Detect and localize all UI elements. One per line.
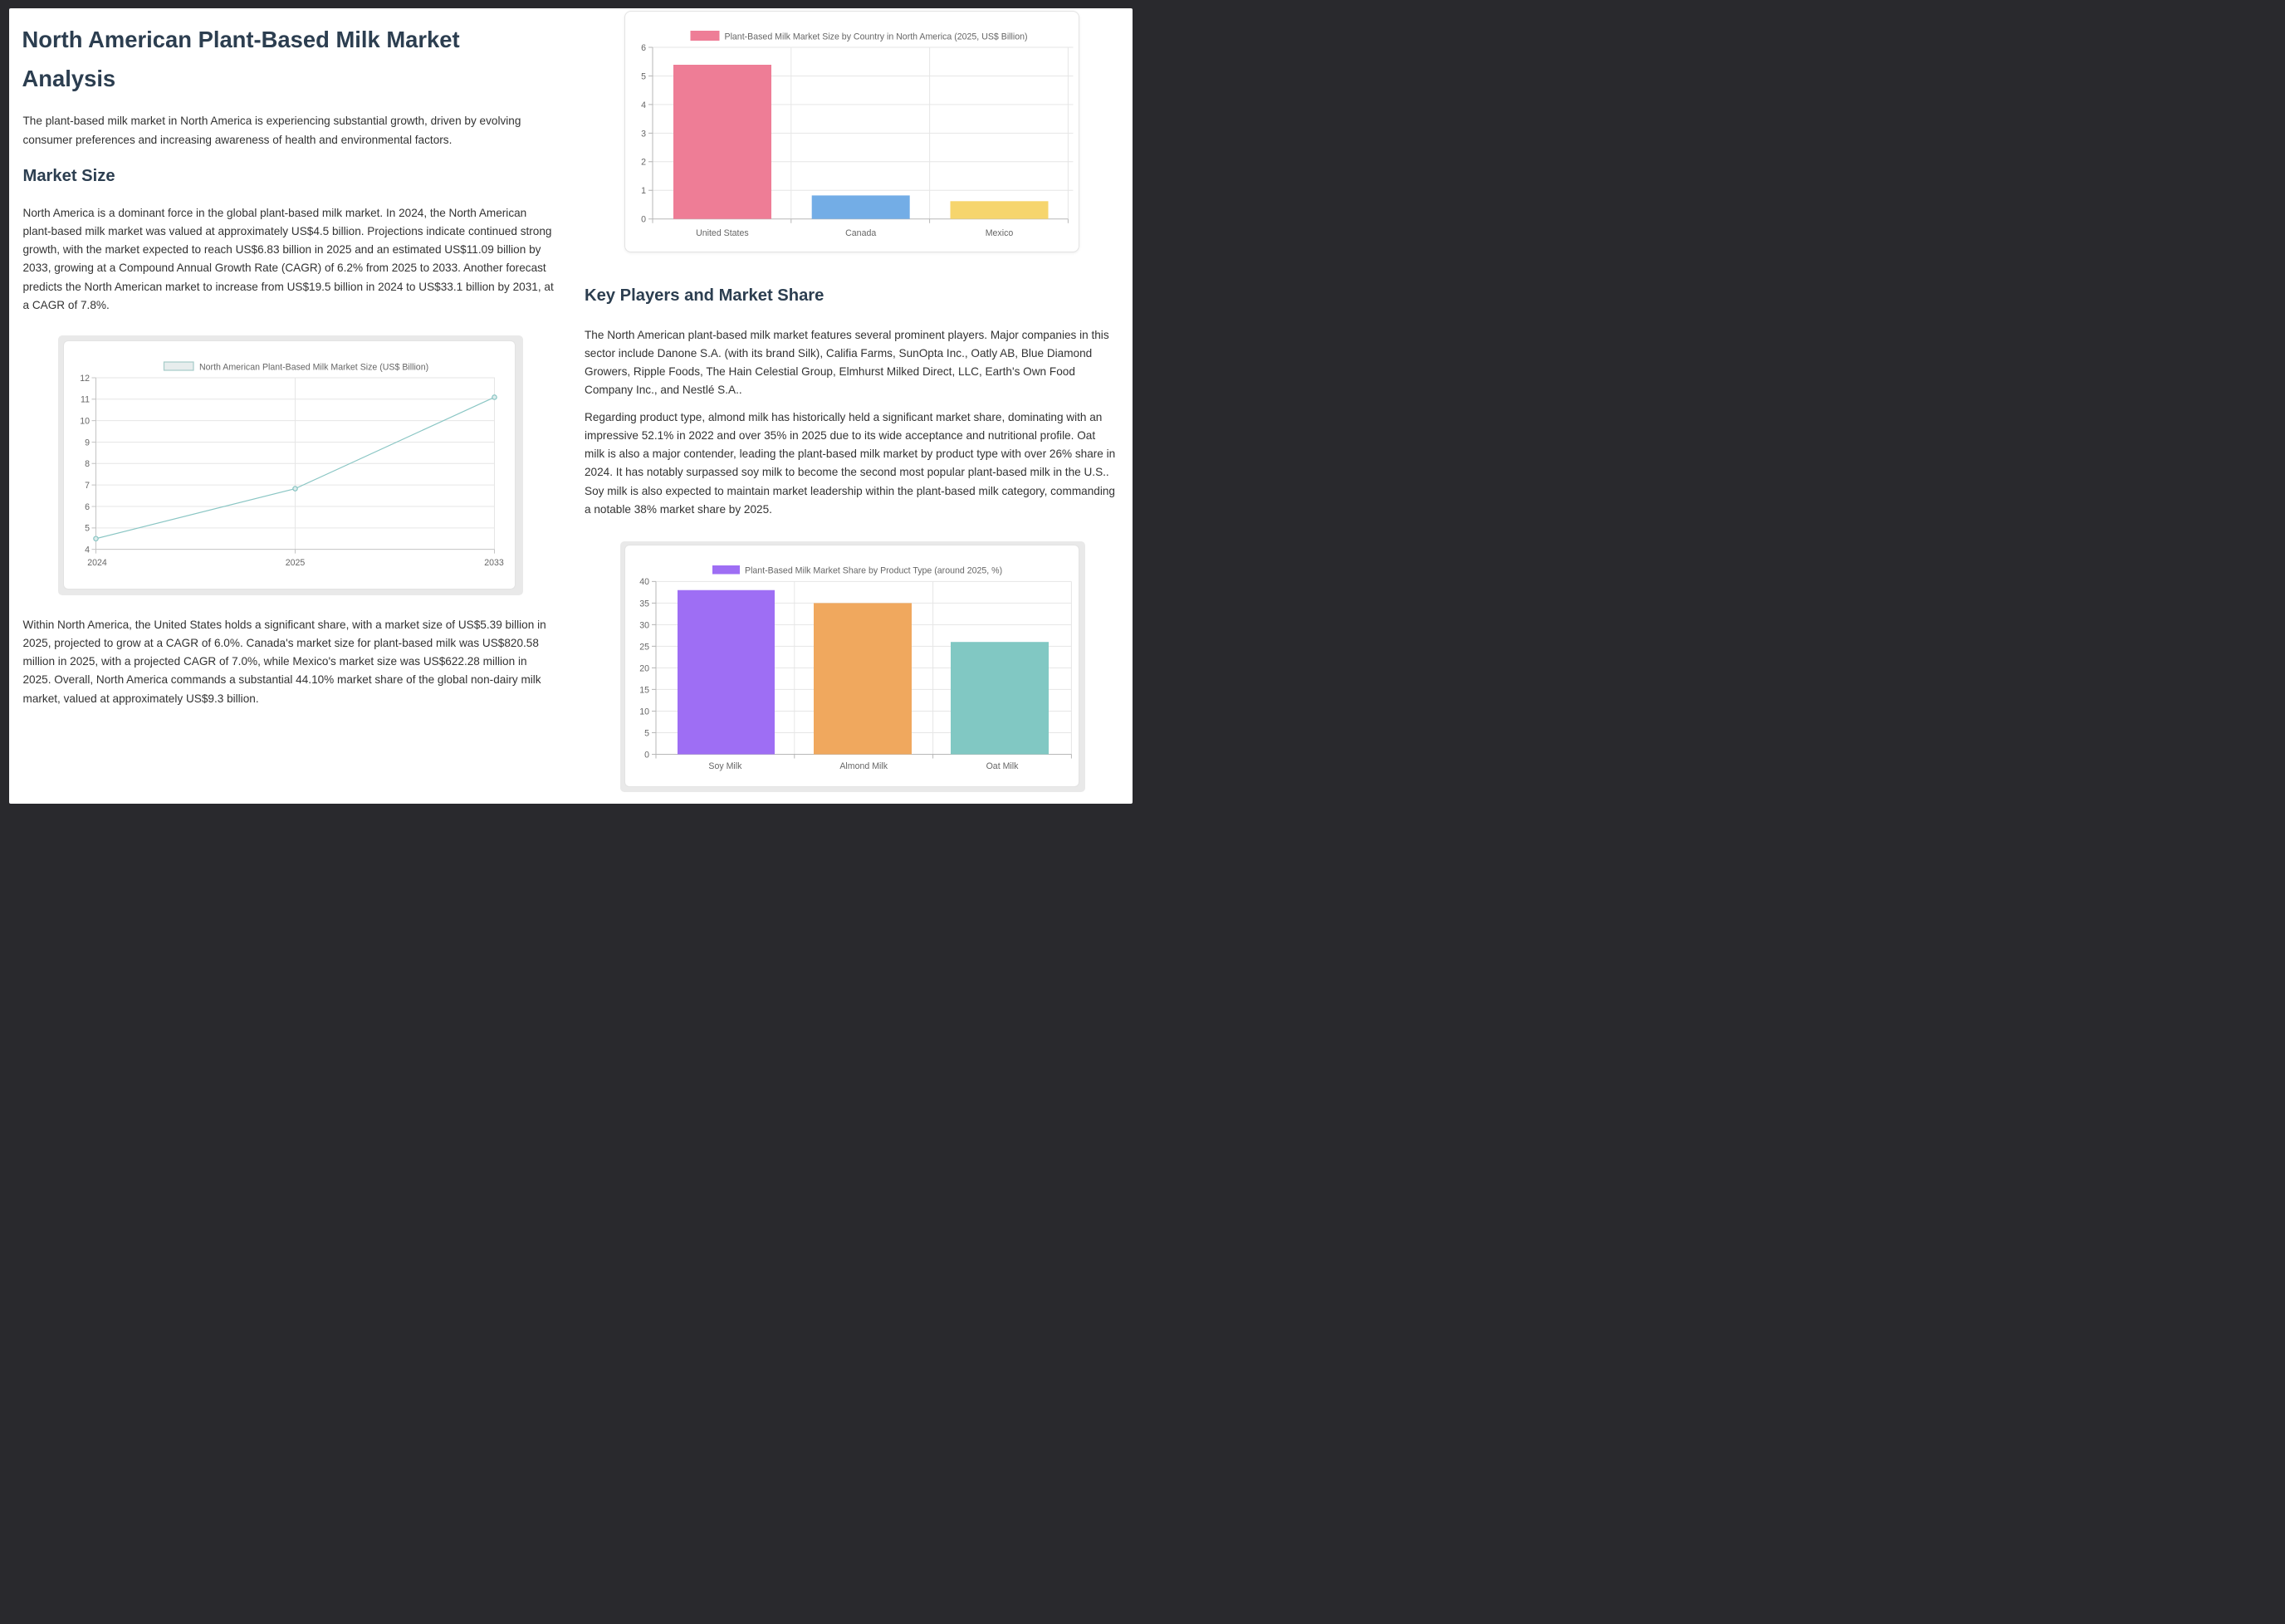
svg-text:40: 40 [639, 577, 649, 587]
svg-text:10: 10 [639, 707, 649, 717]
svg-text:2033: 2033 [484, 558, 504, 568]
svg-text:5: 5 [85, 523, 90, 533]
svg-text:0: 0 [644, 750, 649, 760]
svg-text:6: 6 [85, 502, 90, 512]
svg-text:8: 8 [85, 459, 90, 469]
svg-text:35: 35 [639, 599, 649, 609]
svg-text:11: 11 [81, 394, 90, 404]
svg-text:9: 9 [85, 438, 90, 448]
svg-text:10: 10 [80, 416, 90, 426]
svg-text:0: 0 [641, 214, 646, 224]
svg-text:3: 3 [641, 129, 646, 139]
svg-text:1: 1 [641, 186, 646, 196]
svg-text:Soy Milk: Soy Milk [708, 761, 742, 771]
svg-text:North American Plant-Based Mil: North American Plant-Based Milk Market S… [199, 362, 428, 372]
svg-text:6: 6 [641, 42, 646, 52]
svg-text:12: 12 [80, 374, 90, 384]
svg-text:20: 20 [639, 663, 649, 673]
svg-text:United States: United States [696, 228, 749, 238]
svg-text:5: 5 [641, 71, 646, 81]
svg-text:Plant-Based Milk Market Share: Plant-Based Milk Market Share by Product… [745, 566, 1002, 576]
svg-text:7: 7 [85, 481, 90, 491]
svg-text:30: 30 [639, 620, 649, 630]
svg-text:5: 5 [644, 728, 649, 738]
svg-text:Almond Milk: Almond Milk [839, 761, 888, 771]
svg-text:4: 4 [641, 100, 646, 110]
svg-text:Oat Milk: Oat Milk [986, 761, 1020, 771]
svg-text:2025: 2025 [286, 558, 306, 568]
svg-text:2: 2 [641, 157, 646, 167]
svg-text:Mexico: Mexico [985, 228, 1013, 238]
svg-text:4: 4 [85, 545, 90, 555]
svg-text:2024: 2024 [87, 558, 107, 568]
svg-text:15: 15 [639, 685, 649, 695]
svg-text:Plant-Based Milk Market Size b: Plant-Based Milk Market Size by Country … [724, 32, 1027, 42]
svg-text:Canada: Canada [845, 228, 876, 238]
svg-text:25: 25 [639, 642, 649, 652]
